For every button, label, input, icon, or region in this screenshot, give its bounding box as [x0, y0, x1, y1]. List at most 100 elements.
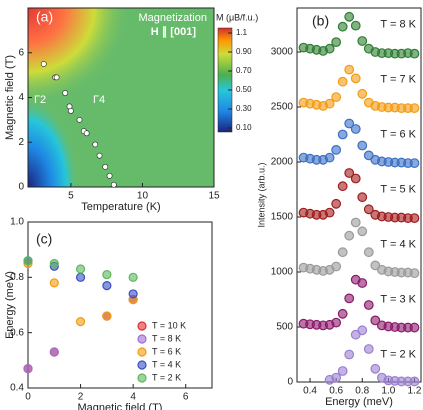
series-label: T = 7 K	[380, 73, 416, 85]
x-axis-title: Temperature (K)	[81, 201, 160, 213]
data-point	[331, 37, 342, 47]
legend-marker	[137, 360, 147, 370]
data-point	[337, 308, 348, 319]
y-tick-label: 3000	[271, 47, 294, 58]
data-point	[324, 207, 335, 218]
data-point	[409, 213, 420, 224]
legend-marker	[137, 334, 147, 344]
data-point	[350, 73, 361, 84]
data-point	[350, 124, 361, 134]
x-tick-label: 5	[68, 191, 74, 202]
frame	[27, 221, 213, 389]
data-point	[337, 76, 348, 87]
y-tick-label: 0.6	[10, 327, 24, 338]
data-point	[337, 247, 348, 258]
data-point	[344, 230, 355, 241]
y-tick-label: 2	[18, 137, 24, 148]
data-point	[128, 272, 138, 282]
y-axis-title: Intensity (arb.u.)	[256, 162, 266, 227]
boundary-point	[96, 152, 103, 159]
series-label: T = 2 K	[380, 348, 416, 360]
x-axis-title: Magnetic field (T)	[78, 402, 163, 410]
y-axis-title: Magnetic field (T)	[4, 55, 16, 140]
annotation: Γ2	[34, 94, 46, 106]
x-tick-label: 0.6	[329, 386, 343, 397]
y-tick-label: 1.0	[10, 217, 24, 228]
data-point	[23, 364, 33, 374]
colorbar	[217, 27, 233, 133]
data-point	[363, 344, 374, 354]
colorbar-tick-label: 0.50	[236, 85, 252, 94]
x-axis-title: Energy (meV)	[325, 396, 393, 408]
data-point	[357, 226, 368, 237]
y-tick-label: 0.4	[10, 383, 24, 394]
y-tick-label: 0	[287, 377, 293, 388]
data-point	[357, 36, 368, 46]
colorbar-tick-label: 0.30	[236, 104, 252, 113]
legend-label: T = 10 K	[152, 320, 186, 330]
y-tick-label: 1000	[271, 267, 294, 278]
boundary-point	[83, 130, 90, 137]
data-point	[357, 140, 368, 151]
x-tick-label: 10	[137, 191, 149, 202]
data-point	[49, 278, 59, 288]
data-point	[409, 268, 420, 279]
data-point	[357, 325, 368, 336]
legend-label: T = 2 K	[152, 372, 181, 382]
data-point	[324, 43, 335, 54]
data-point	[344, 64, 355, 75]
y-axis-title: Energy (meV)	[4, 271, 16, 339]
data-point	[363, 247, 374, 258]
colorbar-tick-label: 0.70	[236, 66, 252, 75]
data-point	[331, 144, 342, 155]
data-point	[23, 256, 33, 266]
boundary-point	[106, 172, 113, 179]
data-point	[370, 363, 381, 374]
data-point	[344, 11, 355, 22]
data-point	[350, 329, 361, 340]
data-point	[75, 264, 86, 274]
y-tick-label: 500	[276, 322, 293, 333]
series-label: T = 5 K	[380, 183, 416, 195]
colorbar-tick-label: 0.90	[236, 47, 252, 56]
boundary-point	[92, 141, 99, 148]
data-point	[409, 158, 420, 169]
data-point	[350, 20, 361, 31]
data-point	[363, 300, 374, 310]
legend-label: T = 8 K	[152, 333, 181, 343]
data-point	[337, 129, 348, 140]
x-tick-label: 1.0	[381, 386, 395, 397]
data-point	[409, 376, 420, 387]
data-point	[409, 103, 420, 113]
colorbar-label: M (μB/f.u.)	[216, 12, 258, 22]
data-point	[337, 181, 348, 192]
y-tick-label: 0	[18, 182, 24, 193]
data-point	[363, 204, 374, 215]
legend-marker	[137, 321, 147, 331]
data-point	[344, 168, 355, 178]
data-point	[331, 317, 342, 328]
data-point	[331, 261, 342, 272]
x-tick-label: 4	[130, 392, 136, 403]
data-point	[363, 150, 374, 161]
data-point	[49, 347, 59, 357]
series-label: T = 8 K	[380, 18, 416, 30]
series-label: T = 3 K	[380, 293, 416, 305]
data-point	[409, 322, 420, 333]
subtitle: H ∥ [001]	[151, 26, 197, 38]
data-point	[370, 315, 381, 326]
x-tick-label: 0	[25, 392, 31, 403]
y-tick-label: 0.8	[10, 272, 24, 283]
boundary-point	[76, 116, 83, 123]
series-label: T = 6 K	[380, 128, 416, 140]
data-point	[331, 372, 342, 383]
data-point	[102, 311, 112, 321]
y-tick-label: 2000	[271, 157, 294, 168]
y-tick-label: 2500	[271, 102, 294, 113]
data-point	[370, 260, 381, 271]
data-point	[102, 269, 112, 280]
frame	[296, 7, 422, 383]
x-tick-label: 15	[208, 191, 220, 202]
y-tick-label: 6	[18, 47, 24, 58]
